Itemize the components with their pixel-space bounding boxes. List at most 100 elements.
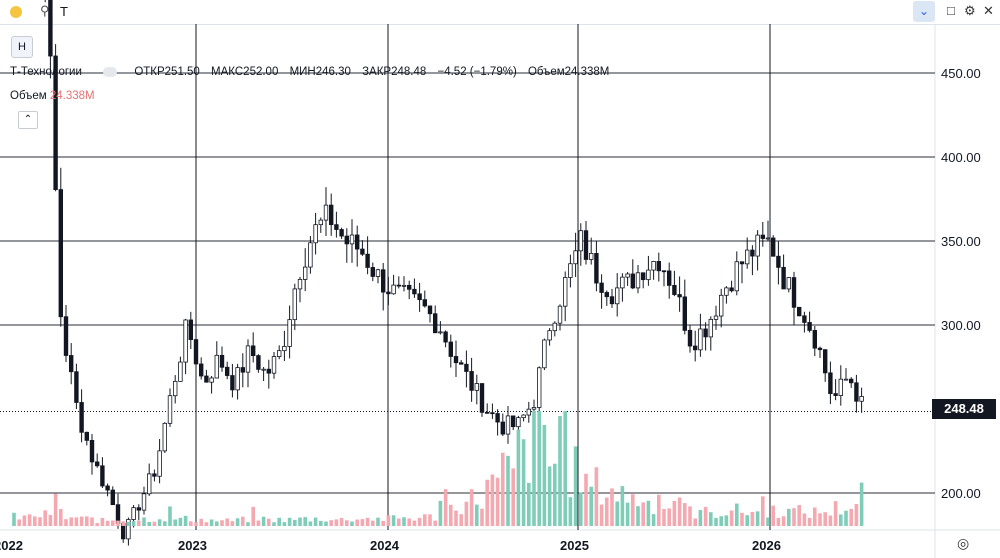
gear-icon[interactable]: ⚙: [964, 3, 976, 18]
candle-body: [578, 230, 583, 252]
low-label: МИН: [289, 66, 316, 78]
candle-body: [282, 346, 287, 352]
volume-bar: [818, 513, 822, 526]
candle-body: [105, 485, 110, 491]
candle-body: [438, 331, 443, 334]
close-label: ЗАКР: [362, 66, 392, 78]
candle-body: [687, 329, 693, 347]
candle-body: [53, 55, 58, 190]
volume-bar: [391, 515, 396, 526]
volume-bar: [371, 520, 375, 526]
volume-bar: [126, 521, 131, 526]
volume-bar: [360, 519, 365, 526]
volume-value: 24.338M: [564, 66, 610, 78]
candle-body: [464, 363, 469, 372]
volume-bar: [412, 520, 417, 526]
candle-body: [760, 234, 765, 239]
x-tick-label: 2025: [560, 538, 589, 553]
settings-icon[interactable]: ◎: [957, 535, 970, 551]
h-button[interactable]: Н: [11, 36, 33, 58]
volume-bar: [615, 501, 619, 526]
candle-body: [615, 287, 620, 305]
candle-body: [235, 367, 240, 391]
volume-bar: [750, 511, 755, 526]
volume-bar: [397, 518, 401, 526]
candle-body: [245, 345, 251, 373]
candle-body: [672, 284, 677, 295]
candle-body: [708, 318, 713, 338]
volume-bar: [625, 502, 630, 526]
chevron-down-icon[interactable]: ⌄: [913, 1, 935, 22]
volume-bar: [251, 506, 255, 526]
candle-body: [542, 339, 547, 369]
volume-bar: [766, 517, 770, 526]
legend-menu-icon[interactable]: [103, 66, 118, 77]
candle-body: [391, 284, 396, 295]
candle-body: [484, 411, 490, 414]
candle-body: [510, 415, 516, 428]
volume-bar: [277, 517, 281, 526]
candle-body: [854, 382, 859, 402]
volume-bar: [350, 521, 354, 526]
candle-body: [552, 322, 557, 332]
volume-bar: [157, 519, 162, 526]
volume-bar: [828, 515, 833, 526]
volume-label: Объем: [527, 66, 565, 78]
candle-body: [458, 362, 464, 365]
volume-bar: [714, 517, 718, 526]
candle-body: [406, 284, 412, 290]
candle-body: [188, 319, 193, 340]
volume-bar: [563, 411, 567, 526]
volume-bar: [698, 510, 703, 526]
volume-bar: [823, 512, 827, 526]
volume-bar: [537, 411, 541, 526]
volume-bar: [703, 506, 708, 526]
volume-bar: [189, 521, 193, 526]
volume-bar: [443, 489, 448, 526]
volume-bar: [584, 473, 588, 526]
candle-body: [526, 408, 531, 416]
volume-bar: [168, 506, 172, 526]
search-icon[interactable]: ⚲: [40, 3, 50, 18]
volume-bar: [807, 517, 812, 526]
candle-body: [797, 306, 802, 317]
volume-bar: [173, 519, 177, 526]
volume-bar: [506, 455, 510, 526]
candle-body: [750, 249, 755, 257]
candle-body: [563, 277, 568, 307]
candle-body: [63, 316, 69, 356]
volume-bar: [839, 514, 843, 526]
candle-body: [521, 414, 526, 419]
symbol-input[interactable]: Т: [60, 4, 68, 19]
candle-body: [74, 371, 79, 403]
candle-body: [843, 378, 849, 381]
volume-bar: [79, 516, 84, 526]
volume-bar: [215, 521, 219, 526]
volume-bar: [74, 517, 79, 526]
close-icon[interactable]: ✕: [983, 3, 994, 18]
volume-bar: [220, 520, 224, 526]
volume-bar: [230, 521, 235, 526]
candle-body: [495, 413, 500, 423]
volume-bar: [724, 515, 729, 526]
volume-bar: [729, 510, 734, 526]
volume-bar: [282, 522, 287, 526]
candle-body: [375, 269, 381, 277]
candle-body: [136, 507, 141, 511]
candle-body: [339, 229, 344, 237]
volume-bar: [573, 446, 578, 526]
volume-bar: [490, 474, 495, 526]
volume-bar: [735, 503, 739, 526]
x-tick-label: 2022: [0, 538, 23, 553]
candle-body: [537, 367, 542, 408]
square-icon[interactable]: □: [947, 3, 955, 18]
candle-body: [661, 270, 667, 273]
volume-bar: [599, 504, 604, 526]
volume-bar: [651, 514, 656, 526]
top-toolbar: ⚲ Т ⌄ □ ⚙ ✕: [0, 0, 1000, 25]
open-label: ОТКР: [134, 66, 165, 78]
volume-bar: [334, 519, 339, 526]
collapse-button[interactable]: ⌃: [18, 111, 38, 129]
volume-bar: [324, 521, 328, 526]
